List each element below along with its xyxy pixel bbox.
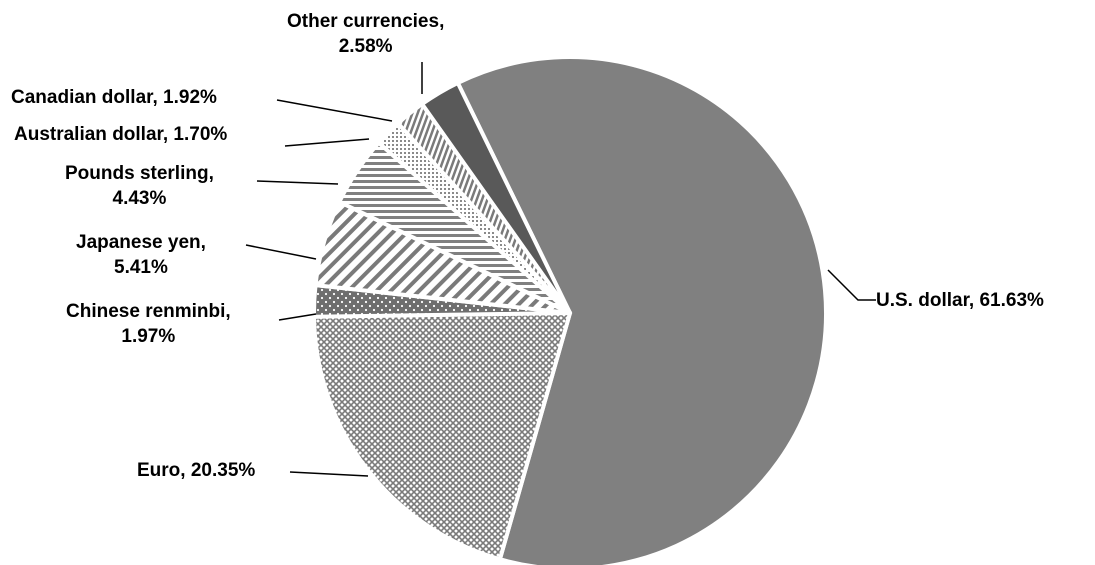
data-label-chinese-renminbi: Chinese renminbi, 1.97%	[66, 301, 231, 347]
data-label-line: Chinese renminbi,	[66, 301, 231, 322]
leader-line-chinese-renminbi	[278, 313, 317, 321]
data-label-other-currencies: Other currencies, 2.58%	[287, 11, 444, 57]
leader-line-pounds-sterling	[256, 180, 339, 185]
leader-line-australian-dollar	[284, 138, 370, 147]
data-label-line: U.S. dollar, 61.63%	[876, 290, 1044, 311]
slice-labels: U.S. dollar, 61.63% Euro, 20.35% Chinese r…	[11, 11, 1044, 481]
pie-slice-euro	[312, 311, 572, 562]
data-label-line: 2.58%	[339, 36, 393, 57]
data-label-canadian-dollar: Canadian dollar, 1.92%	[11, 87, 217, 108]
data-label-euro: Euro, 20.35%	[137, 460, 255, 481]
data-label-line: 4.43%	[113, 188, 167, 209]
data-label-line: 1.97%	[121, 326, 175, 347]
data-label-line: Other currencies,	[287, 11, 444, 32]
leader-line-canadian-dollar	[276, 99, 393, 122]
data-label-line: Canadian dollar, 1.92%	[11, 87, 217, 108]
data-label-pounds-sterling: Pounds sterling, 4.43%	[65, 163, 214, 209]
data-label-line: 5.41%	[114, 257, 168, 278]
pie-slice-u-s-dollar	[455, 55, 828, 565]
pie-slice-other-currencies	[420, 80, 572, 315]
leader-line-euro	[289, 471, 369, 477]
data-label-line: Euro, 20.35%	[137, 460, 255, 481]
data-label-japanese-yen: Japanese yen, 5.41%	[76, 232, 206, 278]
data-label-line: Pounds sterling,	[65, 163, 214, 184]
leader-line-u-s-dollar	[827, 269, 876, 301]
data-label-australian-dollar: Australian dollar, 1.70%	[14, 124, 227, 145]
leader-line-japanese-yen	[245, 244, 317, 260]
data-label-u-s-dollar: U.S. dollar, 61.63%	[876, 290, 1044, 311]
data-label-line: Australian dollar, 1.70%	[14, 124, 227, 145]
pie-slices	[312, 55, 828, 565]
leader-lines	[245, 62, 876, 477]
data-label-line: Japanese yen,	[76, 232, 206, 253]
